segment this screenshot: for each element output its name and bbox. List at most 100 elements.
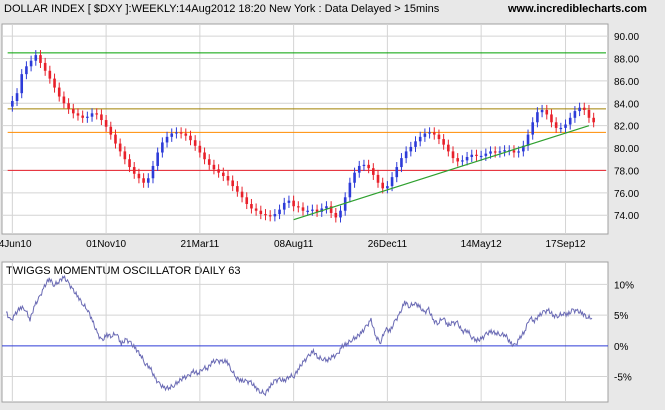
candle-body (343, 197, 347, 211)
candle-body (334, 212, 338, 218)
candle-body (465, 156, 469, 161)
candle-body (48, 70, 52, 79)
candle-body (71, 108, 75, 114)
candle-body (43, 62, 47, 71)
candle-body (245, 197, 249, 205)
price-y-ticks: 90.00 88.00 86.00 84.00 82.00 80.00 78.00 76.00… (614, 32, 639, 222)
candle-body (100, 114, 103, 121)
candle-body (404, 151, 408, 159)
candle-body (259, 210, 263, 215)
candle-body (15, 93, 19, 102)
candle-body (67, 103, 70, 109)
price-x-tick-label: 14May12 (461, 239, 503, 250)
candle-body (409, 146, 413, 152)
candle-body (123, 151, 127, 160)
candle-body (372, 168, 375, 175)
candle-body (292, 200, 295, 207)
candle-body (20, 74, 24, 94)
candle-body (86, 116, 89, 118)
candle-body (362, 164, 366, 167)
price-grid (2, 24, 608, 234)
candle-body (114, 134, 117, 144)
candle-body (240, 191, 244, 198)
price-x-tick-label: 17Sep12 (546, 239, 586, 250)
candle-body (550, 114, 553, 123)
candle-body (254, 208, 258, 211)
candle-body (57, 87, 61, 97)
candles (11, 50, 595, 223)
price-y-tick-label: 84.00 (614, 99, 639, 110)
candle-body (287, 200, 291, 203)
site-logo-text: www.incrediblecharts.com (507, 3, 647, 15)
price-y-tick-label: 90.00 (614, 32, 639, 43)
candle-body (498, 151, 502, 153)
candle-body (231, 180, 234, 187)
candle-body (442, 139, 445, 145)
candle-body (236, 186, 239, 192)
candle-body (109, 126, 113, 135)
oscillator-panel (1, 261, 609, 403)
trendline (293, 125, 590, 221)
candle-body (146, 178, 150, 183)
candle-body (25, 66, 28, 75)
candle-body (311, 209, 314, 211)
oscillator-y-tick-label: -5% (614, 373, 632, 384)
candle-body (512, 150, 516, 153)
price-y-tick-label: 82.00 (614, 122, 639, 133)
candle-body (104, 120, 108, 127)
candle-body (339, 210, 342, 218)
price-x-tick-label: 08Aug11 (274, 239, 314, 250)
price-y-tick-label: 76.00 (614, 189, 639, 200)
candle-body (198, 145, 202, 153)
oscillator-line (6, 274, 593, 397)
candle-body (475, 154, 478, 156)
candle-body (250, 204, 253, 209)
candle-body (156, 152, 159, 166)
candle-body (470, 154, 474, 157)
candle-body (39, 55, 42, 63)
price-y-tick-label: 86.00 (614, 77, 639, 88)
price-y-tick-label: 88.00 (614, 54, 639, 65)
oscillator-y-tick-label: 5% (614, 311, 629, 322)
candle-body (217, 169, 220, 173)
candle-body (395, 167, 399, 178)
candle-body (526, 134, 530, 146)
candle-body (142, 178, 145, 183)
oscillator-y-ticks: 10% 5% 0% -5% (614, 280, 634, 383)
candle-body (540, 109, 544, 113)
candle-body (161, 142, 164, 153)
candle-body (118, 143, 122, 152)
price-x-tick-label: 14Jun10 (0, 239, 32, 250)
candle-body (29, 60, 33, 67)
oscillator-title: TWIGGS MOMENTUM OSCILLATOR DAILY 63 (6, 265, 241, 277)
candle-body (193, 140, 197, 146)
candle-body (400, 158, 403, 168)
candle-body (493, 151, 497, 153)
candle-body (34, 55, 38, 61)
candle-body (484, 153, 488, 156)
candle-body (137, 173, 141, 179)
candle-body (522, 145, 525, 152)
candle-body (348, 182, 352, 198)
candle-body (573, 111, 577, 118)
horizontal-lines (7, 52, 606, 171)
candle-body (451, 151, 455, 159)
price-x-tick-label: 21Mar11 (180, 239, 219, 250)
candle-body (517, 151, 520, 153)
candle-body (212, 164, 216, 170)
candle-body (564, 124, 567, 128)
candle-body (503, 150, 506, 152)
candle-body (170, 133, 174, 137)
candle-body (414, 141, 417, 147)
candle-body (489, 151, 492, 154)
candle-body (297, 206, 300, 208)
candle-body (151, 165, 155, 179)
candle-body (189, 135, 192, 141)
candle-body (418, 136, 422, 142)
candle-body (282, 202, 286, 210)
candle-body (203, 152, 206, 160)
candle-body (381, 182, 384, 189)
oscillator-grid (2, 262, 608, 402)
candle-body (536, 112, 539, 123)
price-x-tick-label: 26Dec11 (368, 239, 408, 250)
